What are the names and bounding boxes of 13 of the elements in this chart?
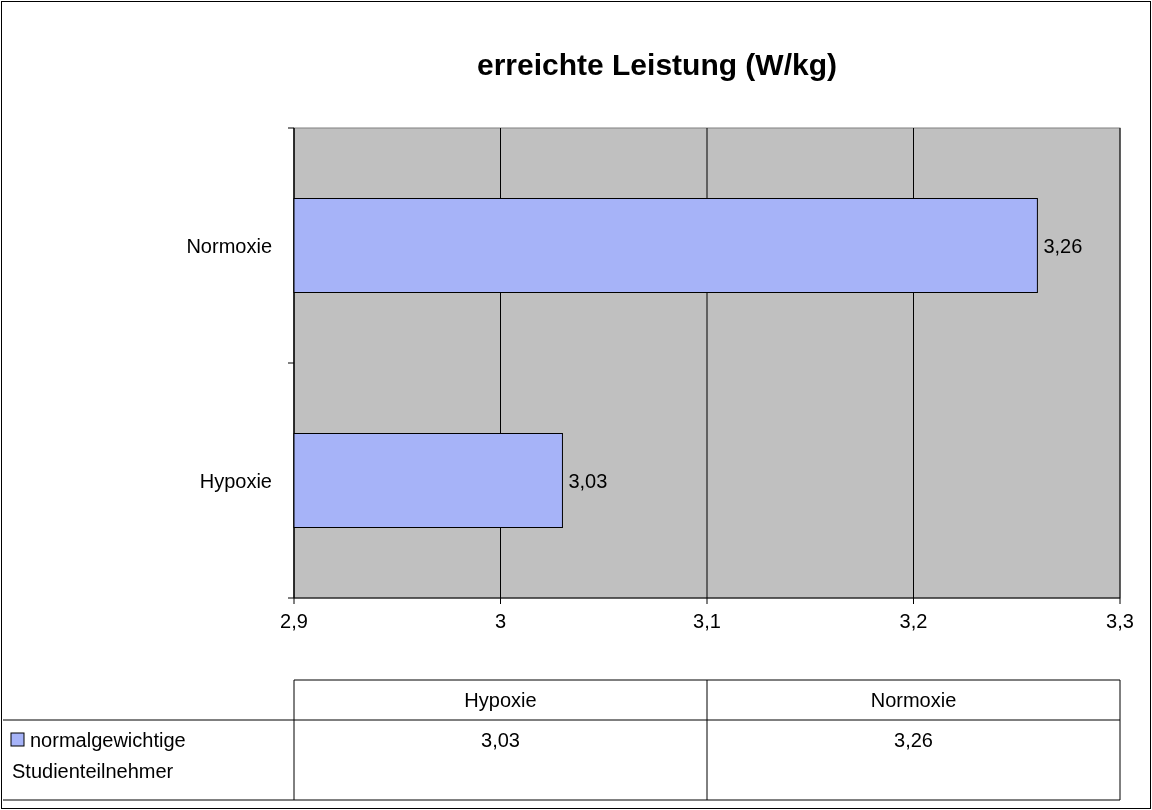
data-label: 3,03 — [568, 469, 608, 492]
chart-title: erreichte Leistung (W/kg) — [476, 48, 838, 81]
category-label: Hypoxie — [464, 689, 537, 711]
legend-label: normalgewichtige Studienteilnehmer — [12, 729, 186, 782]
x-tick-label: 3,2 — [899, 610, 928, 632]
text: 3,26 — [894, 729, 933, 751]
category-label: Normoxie — [870, 689, 957, 711]
x-tick-label: 2,9 — [280, 610, 308, 632]
text: 3,03 — [481, 729, 520, 751]
x-tick-label: 3,1 — [693, 610, 721, 632]
data-label: 3,26 — [1043, 234, 1083, 257]
x-tick-label: 3,3 — [1106, 610, 1134, 632]
x-tick-label: 3 — [494, 610, 507, 632]
